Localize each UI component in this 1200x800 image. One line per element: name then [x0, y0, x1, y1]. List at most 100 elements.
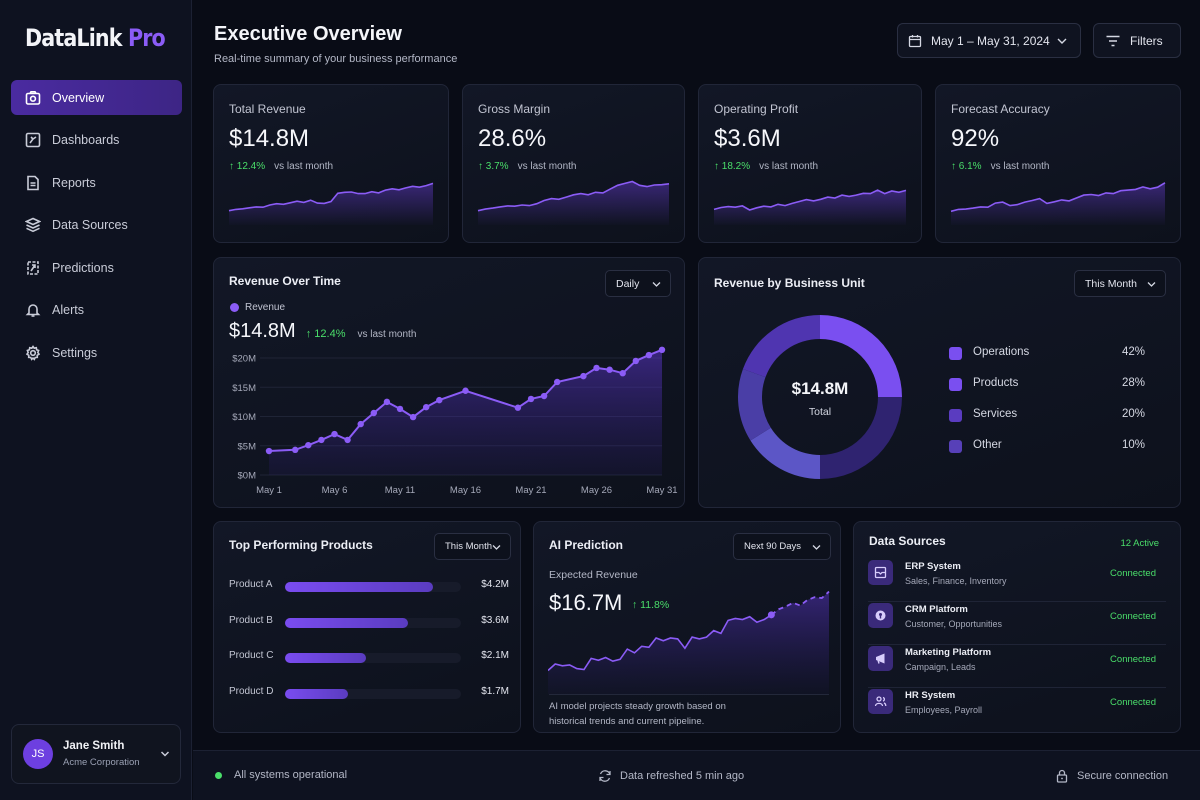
app-logo: DataLink Pro — [25, 24, 166, 52]
data-source-name: HR System — [905, 690, 956, 701]
revenue-point[interactable] — [344, 436, 351, 444]
revenue-point[interactable] — [619, 370, 626, 377]
revenue-point[interactable] — [514, 404, 522, 411]
revenue-point[interactable] — [370, 409, 377, 417]
legend-item-operations[interactable]: Operations 42% — [949, 346, 1145, 362]
data-source-name: Marketing Platform — [905, 647, 992, 658]
kpi-card-operating-profit[interactable]: Operating Profit $3.6M ↑ 18.2% vs last mo… — [698, 84, 922, 243]
kpi-card-gross-margin[interactable]: Gross Margin 28.6% ↑ 3.7% vs last month — [462, 84, 685, 243]
revenue-point[interactable] — [658, 346, 666, 354]
sidebar-item-dashboards[interactable]: Dashboards — [11, 123, 182, 158]
security-text: Secure connection — [1077, 770, 1169, 782]
revenue-point[interactable] — [606, 366, 613, 373]
user-menu[interactable]: JS Jane Smith Acme Corporation — [11, 724, 181, 784]
data-source-row[interactable]: Marketing Platform Campaign, Leads Conne… — [868, 646, 1166, 689]
donut-segment-operations-b[interactable] — [742, 315, 820, 378]
revenue-point[interactable] — [265, 447, 273, 455]
legend-dot — [230, 303, 239, 312]
granularity-dropdown[interactable]: Daily — [605, 270, 671, 297]
data-source-row[interactable]: CRM Platform Customer, Opportunities Con… — [868, 603, 1166, 646]
document-icon — [27, 175, 39, 190]
data-source-row[interactable]: ERP System Sales, Finance, Inventory Con… — [868, 560, 1166, 603]
sparkline-area — [951, 182, 1165, 225]
period-dropdown[interactable]: This Month — [1074, 270, 1166, 297]
revenue-point[interactable] — [409, 413, 417, 421]
kpi-delta-value: 12.4% — [236, 161, 266, 172]
donut-segment-services[interactable] — [750, 427, 820, 479]
filters-button[interactable]: Filters — [1093, 23, 1181, 58]
legend-item-other[interactable]: Other 10% — [949, 439, 1145, 455]
legend-item-products[interactable]: Products 28% — [949, 377, 1145, 393]
product-value: $1.7M — [481, 685, 509, 697]
revenue-point[interactable] — [436, 396, 443, 404]
donut-segment-other[interactable] — [738, 368, 771, 441]
revenue-point[interactable] — [331, 430, 338, 438]
kpi-label: Forecast Accuracy — [951, 102, 1050, 116]
sidebar-item-predictions[interactable]: Predictions — [11, 250, 182, 285]
refresh-text: Data refreshed 5 min ago — [620, 770, 745, 782]
sidebar-item-overview[interactable]: Overview — [11, 80, 182, 115]
period-dropdown[interactable]: This Month — [434, 533, 511, 560]
sidebar-item-reports[interactable]: Reports — [11, 165, 182, 200]
sparkline-line — [477, 180, 670, 212]
legend-swatch — [949, 347, 962, 360]
prediction-chart — [548, 590, 830, 694]
legend-value: 42% — [1121, 346, 1145, 358]
revenue-point[interactable] — [462, 387, 469, 394]
revenue-point[interactable] — [580, 372, 587, 380]
chevron-down-icon — [160, 751, 170, 757]
kpi-card-total-revenue[interactable]: Total Revenue $14.8M ↑ 12.4% vs last mont… — [213, 84, 449, 243]
product-bar-row[interactable]: Product A $4.2M — [229, 579, 509, 593]
sidebar-item-label: Data Sources — [52, 218, 128, 232]
revenue-point[interactable] — [554, 378, 561, 386]
revenue-point[interactable] — [318, 436, 325, 444]
sidebar-item-settings[interactable]: Settings — [11, 335, 182, 370]
revenue-value: $14.8M — [229, 320, 296, 342]
page-subtitle: Real-time summary of your business perfo… — [214, 53, 458, 65]
date-range-picker[interactable]: May 1 – May 31, 2024 — [897, 23, 1081, 58]
sidebar-item-label: Alerts — [52, 303, 84, 317]
x-tick-label: May 31 — [646, 485, 677, 496]
current-point[interactable] — [767, 611, 775, 619]
user-name: Jane Smith — [63, 740, 125, 752]
revenue-point[interactable] — [423, 403, 430, 411]
revenue-point[interactable] — [593, 364, 600, 372]
product-bar-row[interactable]: Product B $3.6M — [229, 615, 509, 629]
revenue-point[interactable] — [383, 398, 391, 406]
revenue-point[interactable] — [357, 420, 364, 428]
legend-item-services[interactable]: Services 20% — [949, 408, 1145, 424]
security-status: Secure connection — [1055, 769, 1168, 783]
revenue-point[interactable] — [292, 446, 299, 454]
product-bar-row[interactable]: Product C $2.1M — [229, 650, 509, 664]
revenue-point[interactable] — [305, 441, 312, 449]
refresh-status[interactable]: Data refreshed 5 min ago — [598, 769, 744, 783]
sparkline-area — [229, 183, 433, 225]
kpi-card-forecast-accuracy[interactable]: Forecast Accuracy 92% ↑ 6.1% vs last mont… — [935, 84, 1181, 243]
product-name: Product D — [229, 685, 274, 697]
sidebar-item-alerts[interactable]: Alerts — [11, 293, 182, 328]
legend-label: Revenue — [245, 302, 286, 313]
filters-label: Filters — [1130, 33, 1163, 48]
top-products-card: Top Performing Products This Month Produ… — [213, 521, 521, 733]
dropdown-value: This Month — [1085, 277, 1137, 290]
donut-segment-operations[interactable] — [820, 315, 902, 397]
revenue-point[interactable] — [632, 357, 639, 365]
revenue-point[interactable] — [527, 395, 535, 403]
layers-icon — [25, 217, 41, 233]
donut-segment-products[interactable] — [820, 397, 902, 479]
revenue-point[interactable] — [645, 351, 653, 359]
users-icon — [868, 689, 893, 714]
period-dropdown[interactable]: Next 90 Days — [733, 533, 831, 560]
legend-value: 20% — [1121, 408, 1145, 420]
revenue-point[interactable] — [396, 405, 404, 413]
product-bar-row[interactable]: Product D $1.7M — [229, 686, 509, 700]
revenue-delta-suffix: vs last month — [357, 329, 417, 340]
data-source-row[interactable]: HR System Employees, Payroll Connected — [868, 689, 1166, 732]
x-tick-label: May 1 — [256, 485, 282, 496]
sidebar-item-data-sources[interactable]: Data Sources — [11, 208, 182, 243]
revenue-point[interactable] — [540, 392, 548, 400]
data-source-desc: Employees, Payroll — [905, 705, 983, 715]
date-range-label: May 1 – May 31, 2024 — [931, 33, 1050, 48]
system-status-text: All systems operational — [234, 769, 348, 781]
card-title: AI Prediction — [549, 538, 624, 552]
